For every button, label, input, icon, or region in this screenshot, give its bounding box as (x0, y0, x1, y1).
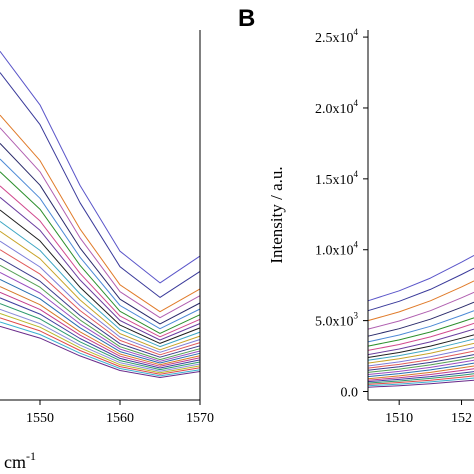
panel-b-series-line (367, 359, 474, 375)
panel-b-series-lines (367, 254, 474, 388)
panel-b-y-axis-label: Intensity / a.u. (267, 166, 286, 263)
panel-b-series-line (367, 375, 474, 385)
panel-b-series-line (367, 379, 474, 388)
panel-a-series-line (0, 72, 201, 298)
panel-a-series-line (0, 317, 201, 375)
panel-b-y-tick-label: 2.5x104 (315, 27, 359, 46)
panel-b-series-line (367, 357, 474, 373)
panel-a-series-line (0, 230, 201, 351)
panel-b-y-tick-label: 0.0 (341, 385, 359, 400)
panel-a-x-tick-label: 1560 (106, 411, 134, 426)
panel-b-series-line (367, 310, 474, 343)
panel-b-series-line (367, 350, 474, 369)
panel-b-y-ticks: 0.0 5.0x103 1.0x104 1.5x104 2.0x104 2.5x104 (315, 27, 368, 400)
panel-a-x-ticks: 1550 1560 1570 (26, 400, 214, 426)
panel-a-series-line (0, 297, 201, 369)
panel-a-x-tick-label: 1550 (26, 411, 54, 426)
panel-a-series-line (0, 325, 201, 378)
panel-a-series-line (0, 185, 201, 338)
panel-b-series-line (367, 338, 474, 361)
panel-b-series-line (367, 377, 474, 387)
panel-b-series-line (367, 371, 474, 383)
panel-b-series-line (367, 354, 474, 371)
panel-b-series-line (367, 362, 474, 378)
panel-a-series-line (0, 240, 201, 353)
panel-b-x-tick-label: 1510 (385, 411, 413, 426)
panel-a-series-line (0, 127, 201, 319)
panel-b-label: B (238, 5, 255, 32)
panel-a-series-line (0, 303, 201, 371)
panel-b-series-line (367, 317, 474, 347)
panel-b-series-line (367, 254, 474, 302)
panel-b-y-tick-label: 1.5x104 (315, 169, 359, 188)
panel-a-series-line (0, 286, 201, 366)
panel-b-series-line (367, 291, 474, 330)
panel-a-series-line (0, 279, 201, 364)
panel-a-series-line (0, 51, 201, 284)
panel-a-series-line (0, 143, 201, 325)
panel-b-series-line (367, 347, 474, 367)
panel-a-series-line (0, 271, 201, 362)
panel-a-x-axis-label: cm-1 (4, 449, 36, 472)
panel-a-series-line (0, 264, 201, 361)
panel-b-series-line (367, 301, 474, 337)
panel-a-series-line (0, 313, 201, 374)
panel-b-x-tick-label: 152 (451, 411, 472, 426)
panel-b-y-tick-label: 1.0x104 (315, 240, 359, 259)
panel-b-chart: B 0.0 5.0x103 1.0x104 1.5x104 2.0x104 2.5x104… (238, 5, 474, 426)
panel-a-series-line (0, 308, 201, 372)
panel-b-series-line (367, 334, 474, 358)
panel-a-series-lines (0, 51, 201, 378)
panel-b-series-line (367, 365, 474, 380)
panel-a-series-line (0, 257, 201, 358)
panel-b-series-line (367, 280, 474, 322)
panel-a-series-line (0, 171, 201, 334)
panel-b-series-line (367, 368, 474, 381)
panel-a-series-line (0, 196, 201, 341)
panel-a-series-line (0, 249, 201, 356)
panel-a-series-line (0, 114, 201, 313)
panel-b-series-line (367, 267, 474, 312)
panel-a-x-tick-label: 1570 (186, 411, 214, 426)
panel-b-series-line (367, 373, 474, 384)
panel-b-y-tick-label: 5.0x103 (315, 311, 359, 330)
panel-a-chart: 1550 1560 1570 cm-1 (0, 30, 214, 472)
panel-a-series-line (0, 209, 201, 344)
panel-b-series-line (367, 322, 474, 351)
panel-b-x-ticks: 1510 152 (385, 400, 472, 426)
panel-b-series-line (367, 328, 474, 356)
panel-a-series-line (0, 158, 201, 330)
panel-a-series-line (0, 291, 201, 367)
panel-b-y-tick-label: 2.0x104 (315, 98, 359, 117)
panel-a-series-line (0, 321, 201, 377)
panel-a-series-line (0, 220, 201, 348)
panel-b-series-line (367, 342, 474, 364)
